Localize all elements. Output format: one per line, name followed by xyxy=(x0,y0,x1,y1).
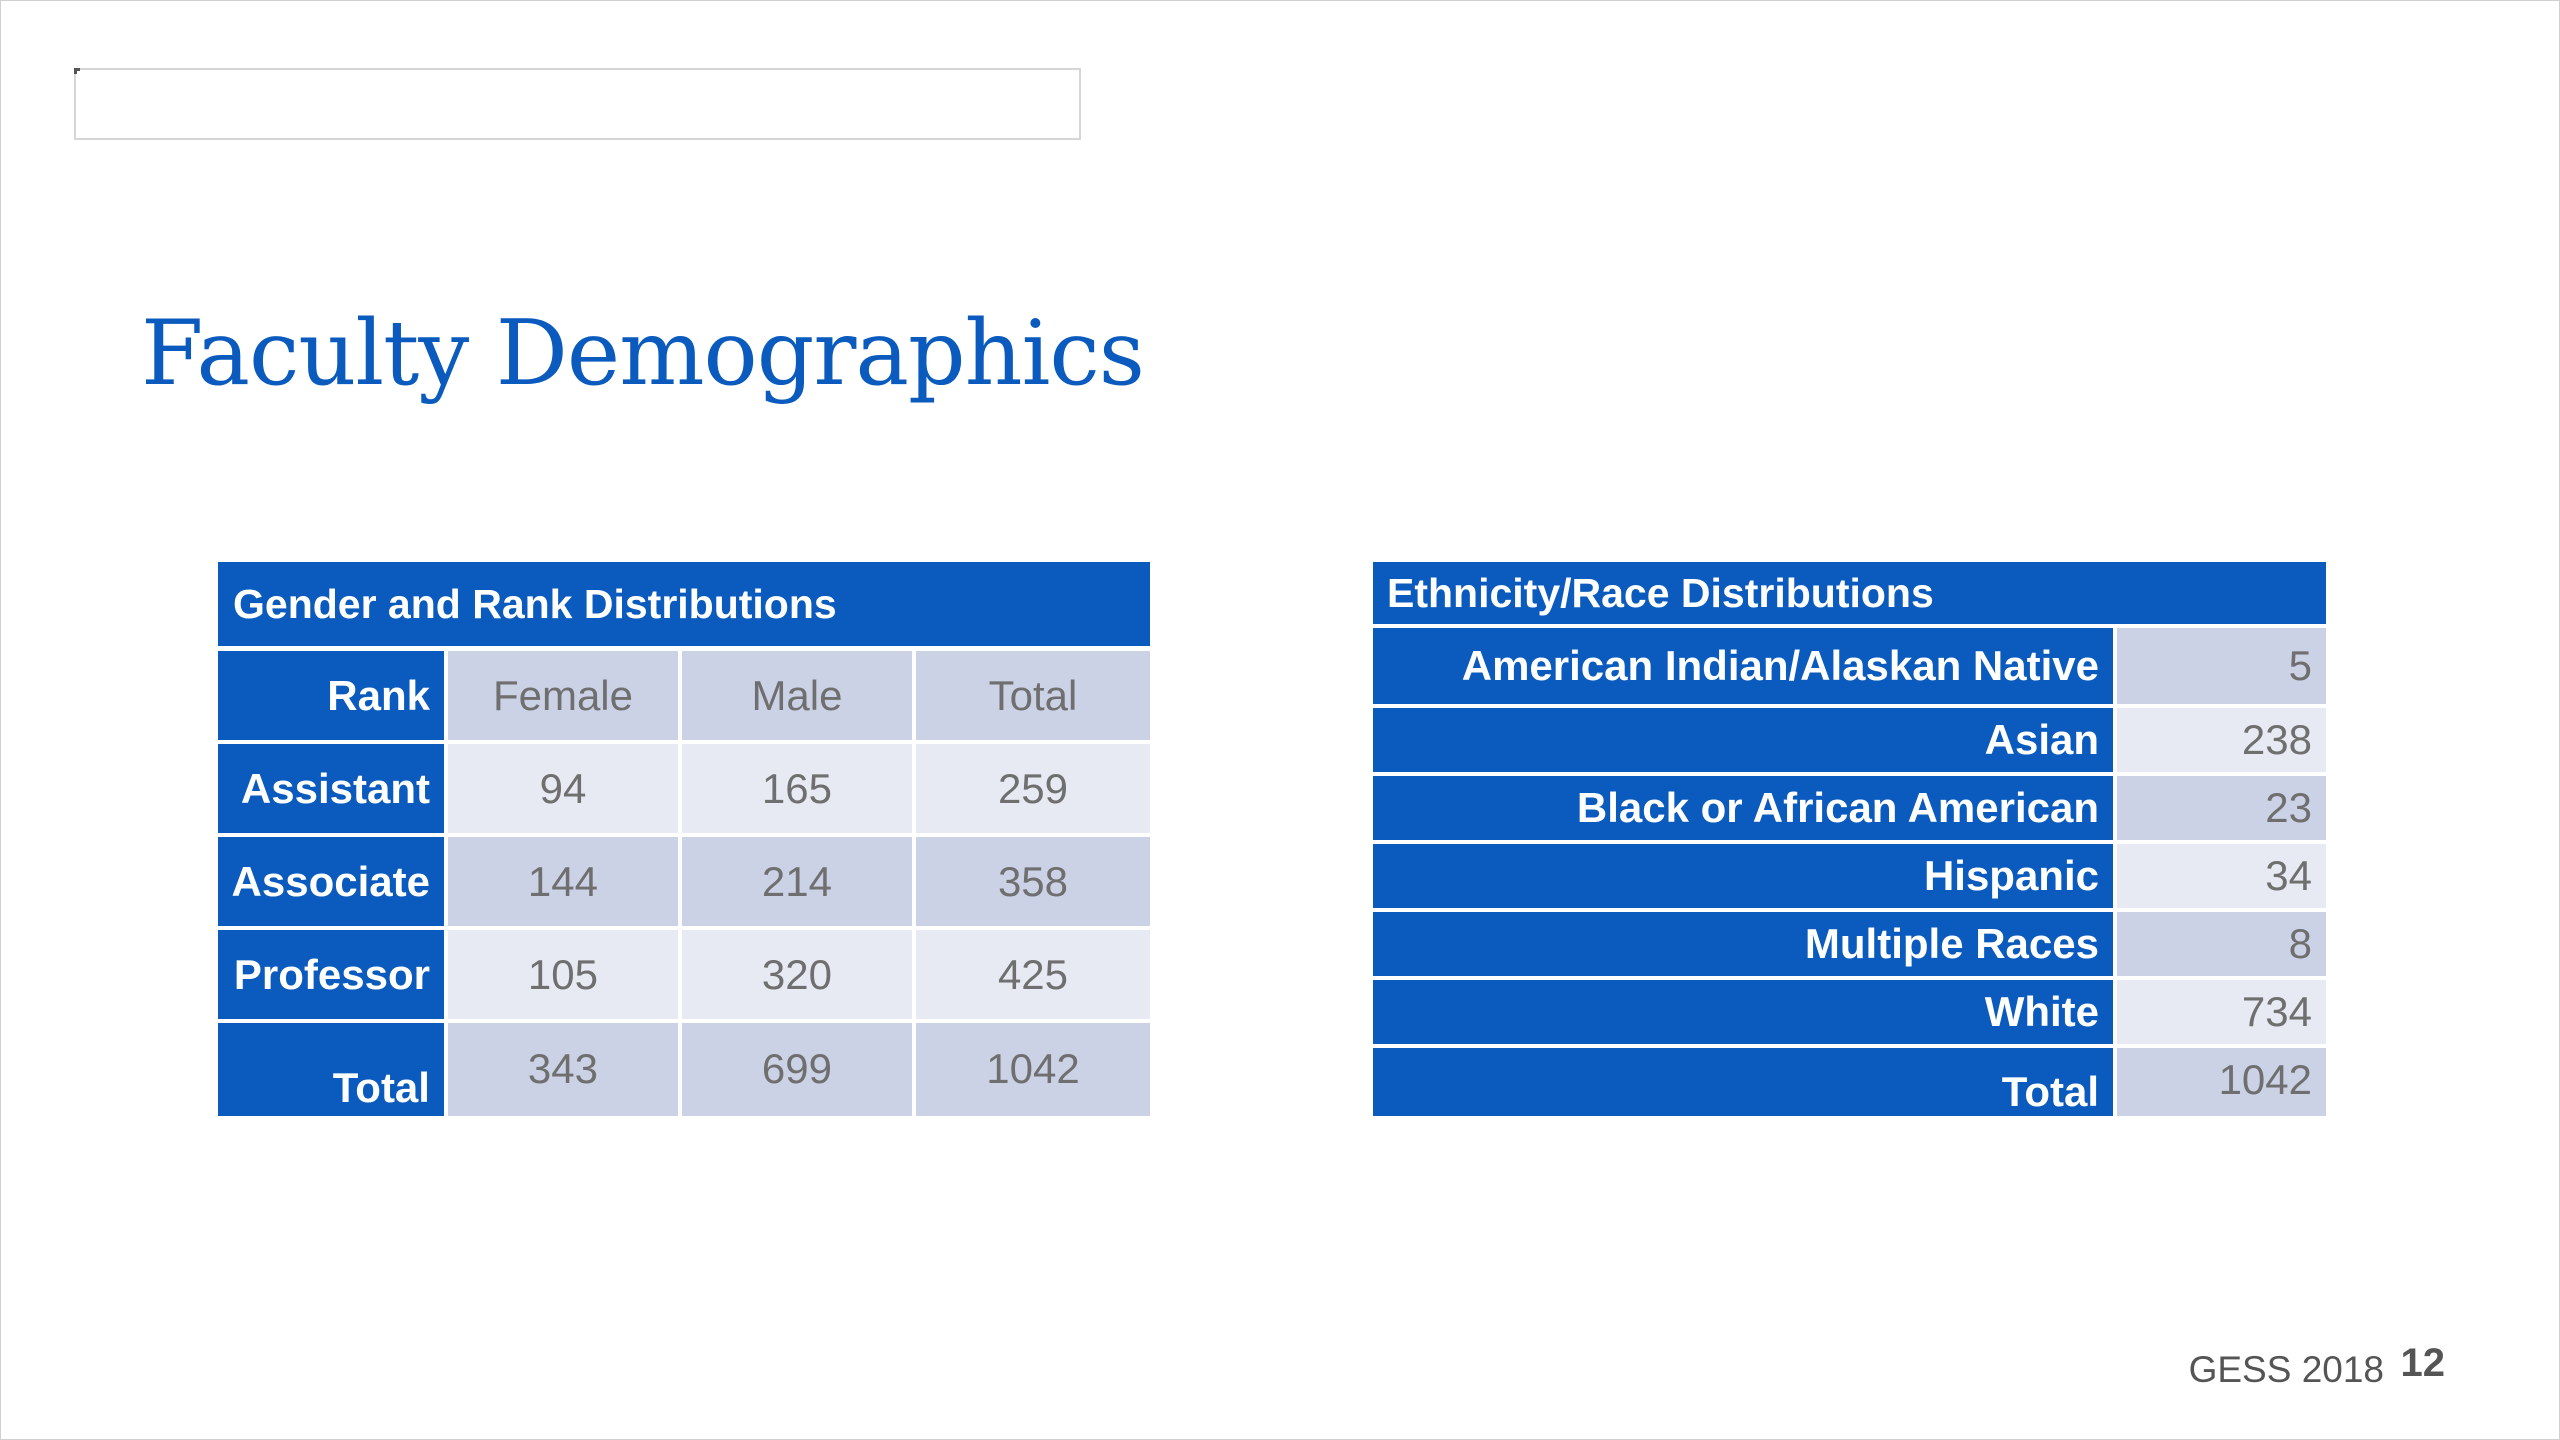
row-label-total: Total xyxy=(218,1023,448,1116)
cell-male: 165 xyxy=(681,744,916,837)
table-row: American Indian/Alaskan Native 5 xyxy=(1373,628,2326,708)
cell-female: 105 xyxy=(447,930,682,1023)
row-value: 5 xyxy=(2117,628,2326,708)
ethnicity-race-table: Ethnicity/Race Distributions American In… xyxy=(1373,562,2326,1116)
table-row: Asian 238 xyxy=(1373,708,2326,776)
row-label: Assistant xyxy=(218,744,448,837)
row-value: 23 xyxy=(2117,776,2326,844)
table-header-row: Rank Female Male Total xyxy=(218,651,1150,744)
row-label: Hispanic xyxy=(1373,844,2117,912)
table-row: White 734 xyxy=(1373,980,2326,1048)
table-caption-row: Ethnicity/Race Distributions xyxy=(1373,562,2326,628)
cell-grand-total: 1042 xyxy=(915,1023,1150,1116)
table-row: Associate 144 214 358 xyxy=(218,837,1150,930)
row-label: Black or African American xyxy=(1373,776,2117,844)
cell-total: 425 xyxy=(915,930,1150,1023)
cell-female-total: 343 xyxy=(447,1023,682,1116)
table-row: Professor 105 320 425 xyxy=(218,930,1150,1023)
ethnicity-race-caption: Ethnicity/Race Distributions xyxy=(1373,562,2326,628)
column-header-rank: Rank xyxy=(218,651,448,744)
row-label: Asian xyxy=(1373,708,2117,776)
column-header-total: Total xyxy=(915,651,1150,744)
row-value: 734 xyxy=(2117,980,2326,1048)
page-number: 12 xyxy=(2400,1341,2446,1385)
row-label: Professor xyxy=(218,930,448,1023)
row-label: Associate xyxy=(218,837,448,930)
row-label-total: Total xyxy=(1373,1048,2117,1116)
table-caption-row: Gender and Rank Distributions xyxy=(218,562,1150,651)
gender-rank-caption: Gender and Rank Distributions xyxy=(218,562,1150,651)
table-total-row: Total 343 699 1042 xyxy=(218,1023,1150,1116)
row-value: 8 xyxy=(2117,912,2326,980)
empty-text-box[interactable] xyxy=(74,68,1081,140)
row-label: Multiple Races xyxy=(1373,912,2117,980)
table-row: Multiple Races 8 xyxy=(1373,912,2326,980)
row-value: 34 xyxy=(2117,844,2326,912)
gender-rank-table: Gender and Rank Distributions Rank Femal… xyxy=(218,562,1150,1116)
cell-total: 358 xyxy=(915,837,1150,930)
column-header-male: Male xyxy=(681,651,916,744)
row-value-total: 1042 xyxy=(2117,1048,2326,1116)
row-label: White xyxy=(1373,980,2117,1048)
text-box-corner-marker xyxy=(74,68,80,74)
column-header-female: Female xyxy=(447,651,682,744)
footer-text: GESS 2018 xyxy=(2188,1349,2384,1390)
table-row: Black or African American 23 xyxy=(1373,776,2326,844)
cell-female: 94 xyxy=(447,744,682,837)
cell-total: 259 xyxy=(915,744,1150,837)
table-row: Hispanic 34 xyxy=(1373,844,2326,912)
page-title: Faculty Demographics xyxy=(141,301,1145,406)
row-label: American Indian/Alaskan Native xyxy=(1373,628,2117,708)
cell-female: 144 xyxy=(447,837,682,930)
table-row: Assistant 94 165 259 xyxy=(218,744,1150,837)
row-value: 238 xyxy=(2117,708,2326,776)
table-total-row: Total 1042 xyxy=(1373,1048,2326,1116)
cell-male: 214 xyxy=(681,837,916,930)
cell-male-total: 699 xyxy=(681,1023,916,1116)
cell-male: 320 xyxy=(681,930,916,1023)
